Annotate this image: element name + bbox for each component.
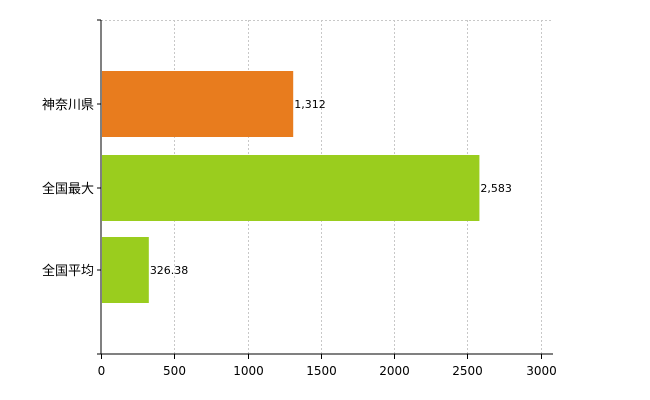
category-label: 全国平均 — [42, 263, 94, 279]
data-label: 1,312 — [294, 98, 326, 111]
x-tick-label: 3000 — [526, 364, 557, 378]
x-tick-label: 0 — [98, 364, 106, 378]
x-tick-label: 1500 — [306, 364, 337, 378]
data-label: 326.38 — [150, 264, 189, 277]
x-tick-label: 2000 — [379, 364, 410, 378]
category-label: 全国最大 — [42, 181, 94, 197]
data-labels: 1,312 2,583 326.38 — [150, 98, 512, 277]
data-label: 2,583 — [480, 182, 512, 195]
bar — [102, 237, 149, 303]
x-tick-label: 500 — [163, 364, 186, 378]
bar — [102, 71, 294, 137]
x-tick-label: 2500 — [452, 364, 483, 378]
category-label: 神奈川県 — [42, 98, 94, 113]
grid-lines — [101, 20, 553, 354]
bar — [102, 155, 480, 221]
x-tick-label: 1000 — [233, 364, 264, 378]
x-axis-ticks: 0 500 1000 1500 2000 2500 3000 — [97, 19, 557, 378]
axes — [100, 20, 553, 355]
bars — [102, 71, 480, 303]
